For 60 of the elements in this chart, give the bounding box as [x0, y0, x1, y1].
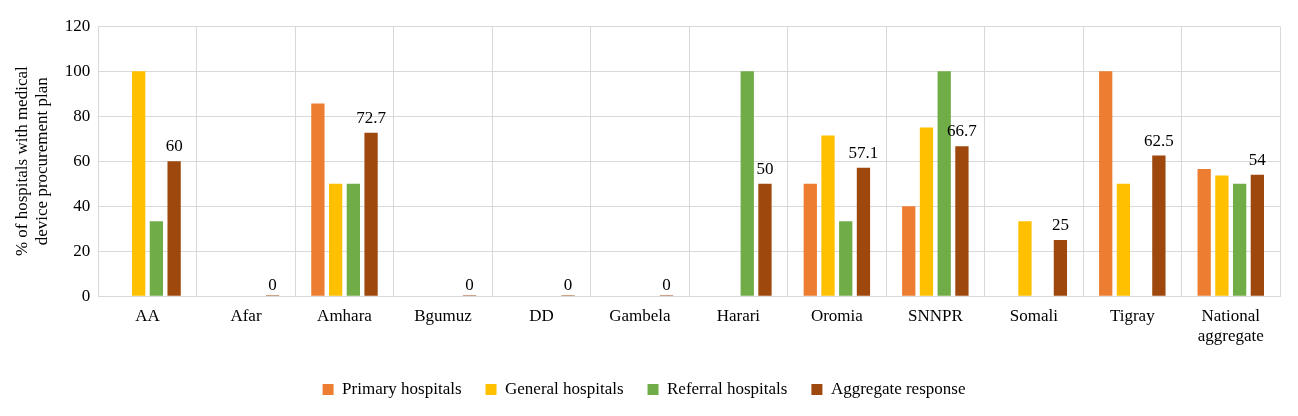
bar — [1215, 175, 1229, 296]
data-label: 50 — [756, 158, 774, 178]
y-tick-label: 20 — [73, 240, 91, 260]
x-tick-label: Somali — [1009, 305, 1059, 325]
data-label: 72.7 — [356, 107, 387, 127]
data-label: 60 — [165, 136, 183, 156]
data-label: 0 — [563, 275, 573, 295]
legend-label: General hospitals — [505, 378, 624, 398]
bar — [919, 127, 934, 296]
x-tick-label: National aggregate — [1197, 305, 1264, 346]
bar — [839, 221, 853, 296]
bar — [856, 167, 871, 296]
bar — [1232, 183, 1247, 296]
bar — [758, 183, 772, 296]
data-label: 25 — [1051, 214, 1069, 234]
bar — [1018, 221, 1032, 296]
bar — [364, 132, 378, 296]
bar — [1250, 174, 1264, 296]
bar — [346, 183, 360, 296]
bar — [1053, 239, 1068, 296]
bar — [740, 71, 754, 296]
bar — [803, 183, 817, 296]
data-label: 0 — [465, 275, 474, 295]
x-tick-label: Oromia — [810, 305, 864, 325]
bar — [328, 183, 343, 296]
x-tick-label: SNNPR — [907, 305, 964, 325]
y-tick-label: 40 — [73, 195, 91, 215]
x-tick-label: Tigray — [1109, 305, 1156, 325]
bar — [902, 206, 916, 296]
bar — [167, 161, 181, 296]
bar — [1116, 183, 1131, 296]
bar — [149, 221, 164, 296]
bar — [821, 135, 835, 296]
bar — [955, 146, 969, 296]
y-axis-title: % of hospitals with medical device procurement plan — [11, 66, 52, 257]
data-label: 0 — [662, 275, 671, 295]
bar — [1099, 71, 1113, 296]
y-tick-label: 80 — [73, 105, 91, 125]
x-tick-label: Bgumuz — [414, 305, 473, 325]
x-tick-label: Gambela — [609, 305, 672, 325]
legend-label: Primary hospitals — [342, 378, 462, 398]
data-label: 0 — [268, 275, 277, 295]
legend-label: Referral hospitals — [667, 378, 788, 398]
x-tick-label: Amhara — [317, 305, 373, 325]
bar — [311, 103, 325, 296]
data-label: 62.5 — [1144, 130, 1174, 150]
y-tick-label: 100 — [64, 60, 91, 80]
y-tick-label: 120 — [64, 15, 91, 35]
x-tick-label: AA — [135, 305, 161, 325]
bar — [132, 71, 146, 296]
data-label: 54 — [1248, 149, 1267, 169]
y-tick-label: 60 — [73, 150, 91, 170]
legend-label: Aggregate response — [830, 378, 966, 398]
x-tick-label: Harari — [716, 305, 761, 325]
bar — [1197, 169, 1211, 296]
bar — [1152, 155, 1166, 296]
data-label: 57.1 — [848, 142, 879, 162]
x-tick-label: Afar — [230, 305, 262, 325]
y-tick-label: 0 — [81, 285, 91, 305]
x-tick-label: DD — [529, 305, 554, 325]
